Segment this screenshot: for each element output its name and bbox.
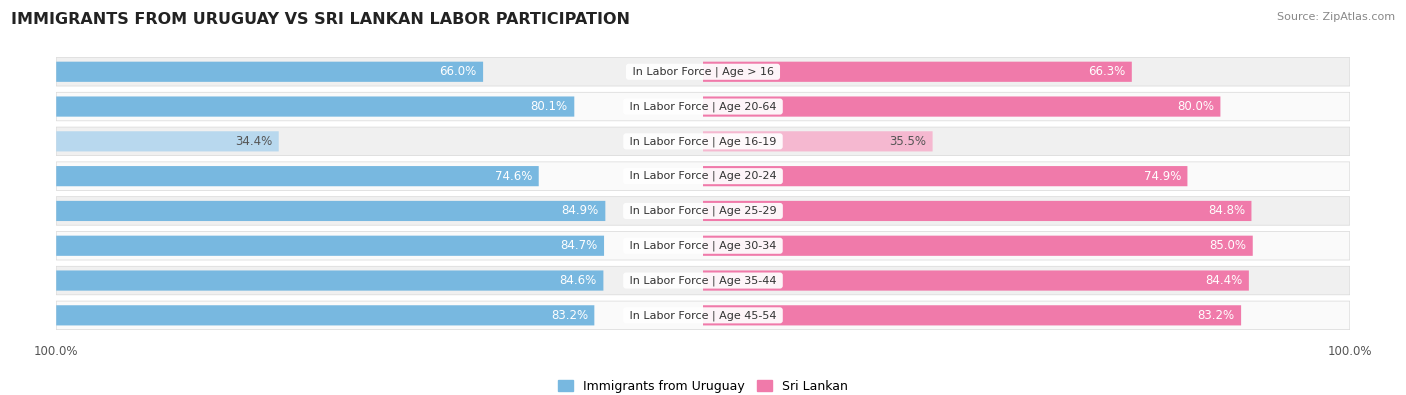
Text: Source: ZipAtlas.com: Source: ZipAtlas.com bbox=[1277, 12, 1395, 22]
Text: 74.6%: 74.6% bbox=[495, 169, 533, 182]
Text: 35.5%: 35.5% bbox=[889, 135, 927, 148]
FancyBboxPatch shape bbox=[56, 197, 1350, 225]
Text: In Labor Force | Age 16-19: In Labor Force | Age 16-19 bbox=[626, 136, 780, 147]
FancyBboxPatch shape bbox=[56, 62, 484, 82]
FancyBboxPatch shape bbox=[703, 96, 1220, 117]
Text: In Labor Force | Age 25-29: In Labor Force | Age 25-29 bbox=[626, 206, 780, 216]
Legend: Immigrants from Uruguay, Sri Lankan: Immigrants from Uruguay, Sri Lankan bbox=[553, 375, 853, 395]
FancyBboxPatch shape bbox=[56, 131, 278, 151]
Text: 84.9%: 84.9% bbox=[561, 205, 599, 218]
Text: IMMIGRANTS FROM URUGUAY VS SRI LANKAN LABOR PARTICIPATION: IMMIGRANTS FROM URUGUAY VS SRI LANKAN LA… bbox=[11, 12, 630, 27]
FancyBboxPatch shape bbox=[56, 58, 1350, 86]
FancyBboxPatch shape bbox=[703, 236, 1253, 256]
FancyBboxPatch shape bbox=[56, 96, 574, 117]
Text: 80.0%: 80.0% bbox=[1177, 100, 1213, 113]
FancyBboxPatch shape bbox=[56, 127, 1350, 156]
FancyBboxPatch shape bbox=[56, 231, 1350, 260]
Text: 84.6%: 84.6% bbox=[560, 274, 598, 287]
Text: In Labor Force | Age 20-64: In Labor Force | Age 20-64 bbox=[626, 101, 780, 112]
Text: 66.0%: 66.0% bbox=[440, 65, 477, 78]
Text: In Labor Force | Age 30-34: In Labor Force | Age 30-34 bbox=[626, 241, 780, 251]
Text: 84.7%: 84.7% bbox=[561, 239, 598, 252]
FancyBboxPatch shape bbox=[56, 166, 538, 186]
Text: 80.1%: 80.1% bbox=[530, 100, 568, 113]
Text: 84.8%: 84.8% bbox=[1208, 205, 1244, 218]
FancyBboxPatch shape bbox=[703, 166, 1188, 186]
FancyBboxPatch shape bbox=[703, 62, 1132, 82]
Text: 83.2%: 83.2% bbox=[1198, 309, 1234, 322]
Text: 85.0%: 85.0% bbox=[1209, 239, 1246, 252]
Text: In Labor Force | Age 45-54: In Labor Force | Age 45-54 bbox=[626, 310, 780, 321]
Text: 34.4%: 34.4% bbox=[235, 135, 273, 148]
FancyBboxPatch shape bbox=[56, 305, 595, 325]
Text: 84.4%: 84.4% bbox=[1205, 274, 1243, 287]
FancyBboxPatch shape bbox=[703, 201, 1251, 221]
Text: 74.9%: 74.9% bbox=[1143, 169, 1181, 182]
FancyBboxPatch shape bbox=[56, 236, 605, 256]
Text: In Labor Force | Age 20-24: In Labor Force | Age 20-24 bbox=[626, 171, 780, 181]
FancyBboxPatch shape bbox=[56, 271, 603, 291]
Text: In Labor Force | Age 35-44: In Labor Force | Age 35-44 bbox=[626, 275, 780, 286]
FancyBboxPatch shape bbox=[703, 305, 1241, 325]
Text: 66.3%: 66.3% bbox=[1088, 65, 1125, 78]
FancyBboxPatch shape bbox=[703, 271, 1249, 291]
Text: 83.2%: 83.2% bbox=[551, 309, 588, 322]
FancyBboxPatch shape bbox=[703, 131, 932, 151]
FancyBboxPatch shape bbox=[56, 266, 1350, 295]
FancyBboxPatch shape bbox=[56, 201, 606, 221]
FancyBboxPatch shape bbox=[56, 162, 1350, 190]
FancyBboxPatch shape bbox=[56, 301, 1350, 329]
Text: In Labor Force | Age > 16: In Labor Force | Age > 16 bbox=[628, 66, 778, 77]
FancyBboxPatch shape bbox=[56, 92, 1350, 121]
